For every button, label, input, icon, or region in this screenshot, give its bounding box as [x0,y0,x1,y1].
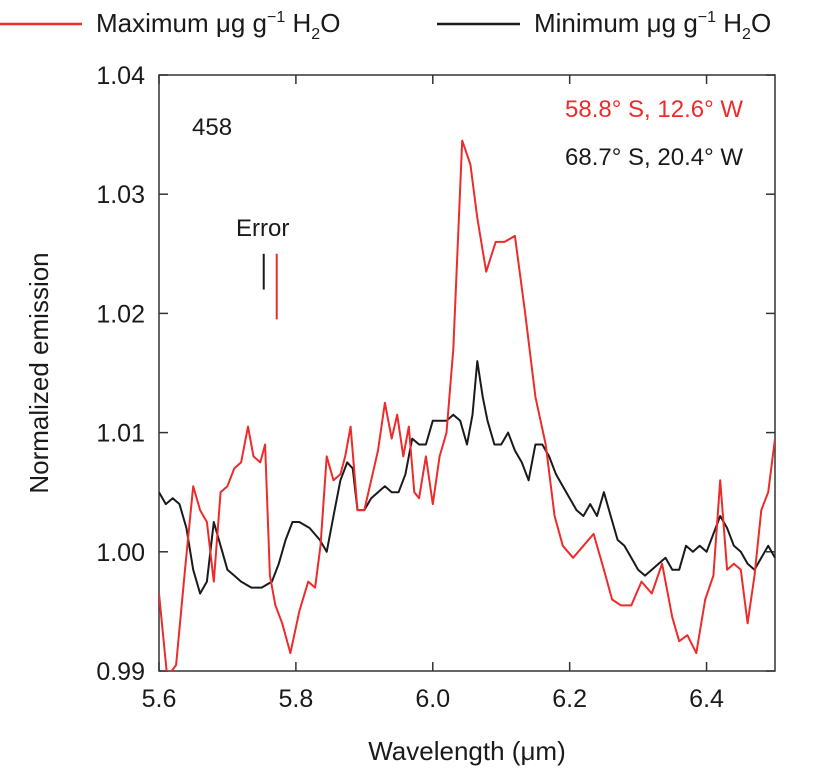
series-line-maximum [159,139,775,671]
x-tick-label: 6.0 [415,685,450,713]
y-axis-ticks: 0.99 1.00 1.01 1.02 1.03 1.04 [96,62,775,686]
panel-label: 458 [192,114,232,141]
legend: Maximum μg g−1 H2O Minimum μg g−1 H2O [0,8,771,43]
legend-label-maximum: Maximum μg g−1 H2O [96,8,340,43]
legend-maximum-sub: 2 [311,26,320,43]
y-tick-label: 1.04 [96,62,145,90]
series-line-minimum [159,360,775,595]
y-tick-label: 1.01 [96,420,145,448]
legend-minimum-tail: H [716,8,742,38]
error-label: Error [236,215,289,242]
y-tick-label: 1.02 [96,300,145,328]
series-layer [159,139,775,671]
y-tick-label: 1.00 [96,539,145,567]
plot-area-frame [158,74,776,672]
x-tick-label: 5.8 [279,685,314,713]
x-tick-label: 6.2 [552,685,587,713]
x-tick-label: 6.4 [689,685,724,713]
x-axis-ticks: 5.6 5.8 6.0 6.2 6.4 [142,75,724,713]
legend-maximum-tail: H [285,8,311,38]
location-label-black: 68.7° S, 20.4° W [565,144,743,171]
legend-minimum-sub: 2 [742,26,751,43]
legend-minimum-sup: −1 [698,9,716,26]
legend-minimum-text: Minimum μg g [534,8,698,38]
legend-maximum-sup: −1 [267,9,285,26]
x-axis-title: Wavelength (μm) [368,736,566,766]
error-bars [262,253,278,320]
x-tick-label: 5.6 [142,685,177,713]
location-label-red: 58.8° S, 12.6° W [565,96,743,123]
y-axis-title: Normalized emission [24,252,54,493]
legend-maximum-end: O [320,8,340,38]
legend-minimum-end: O [751,8,771,38]
y-tick-label: 0.99 [96,658,145,686]
legend-label-minimum: Minimum μg g−1 H2O [534,8,771,43]
legend-maximum-text: Maximum μg g [96,8,267,38]
y-tick-label: 1.03 [96,181,145,209]
